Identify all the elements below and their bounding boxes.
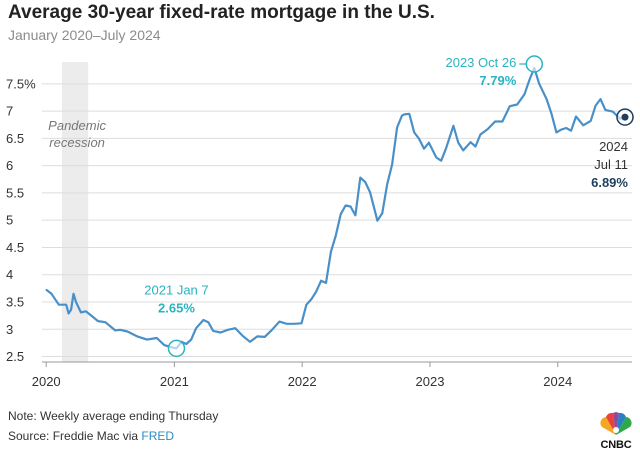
pandemic-recession-band <box>61 62 89 362</box>
peak-date-label: 2023 Oct 26 <box>445 55 516 70</box>
y-tick-label: 5 <box>6 213 13 228</box>
cnbc-logo: CNBC <box>596 409 636 455</box>
x-tick-label: 2022 <box>288 374 317 389</box>
x-axis-tick-labels: 2020 2021 2022 2023 2024 <box>32 362 572 389</box>
y-axis-tick-labels: 2.5 3 3.5 4 4.5 5 5.5 6 6.5 7 7.5% <box>6 76 36 364</box>
chart-title: Average 30-year fixed-rate mortgage in t… <box>8 2 435 23</box>
mortgage-rate-line <box>45 66 627 350</box>
x-tick-label: 2021 <box>160 374 189 389</box>
latest-point-dot <box>621 113 629 121</box>
low-point-marker <box>167 339 186 358</box>
fred-link[interactable]: FRED <box>141 429 175 443</box>
latest-date-label: Jul 11 <box>594 157 628 172</box>
y-tick-label: 7 <box>6 104 13 119</box>
source-prefix: Source: Freddie Mac via <box>8 429 142 443</box>
y-tick-label: 7.5% <box>6 76 36 91</box>
low-value-label: 2.65% <box>158 300 195 315</box>
y-tick-label: 3.5 <box>6 295 24 310</box>
y-tick-label: 6 <box>6 158 13 173</box>
x-tick-label: 2023 <box>416 374 445 389</box>
x-tick-label: 2024 <box>543 374 572 389</box>
chart-source: Source: Freddie Mac via FRED <box>8 429 174 443</box>
latest-year-label: 2024 <box>599 139 628 154</box>
y-tick-label: 3 <box>6 322 13 337</box>
line-chart: 2.533.544.555.566.577.5% 2020 2021 2022 202… <box>6 55 634 389</box>
logo-text: CNBC <box>600 439 632 451</box>
low-date-label: 2021 Jan 7 <box>144 282 208 297</box>
peak-value-label: 7.79% <box>479 73 516 88</box>
peacock-icon <box>600 412 632 435</box>
chart-note: Note: Weekly average ending Thursday <box>8 409 219 423</box>
annotations: 2021 Jan 7 2.65% 2023 Oct 26 7.79% 2024 Jul 1… <box>144 55 634 358</box>
gridlines <box>42 83 632 358</box>
y-tick-label: 5.5 <box>6 185 24 200</box>
latest-value-label: 6.89% <box>591 175 628 190</box>
y-tick-label: 4 <box>6 267 13 282</box>
peak-point-marker <box>525 55 544 73</box>
y-tick-label: 4.5 <box>6 240 24 255</box>
x-tick-label: 2020 <box>32 374 61 389</box>
recession-label: Pandemic <box>48 118 106 133</box>
y-tick-label: 2.5 <box>6 349 24 364</box>
recession-label-line-2: recession <box>49 135 105 150</box>
y-tick-label: 6.5 <box>6 131 24 146</box>
chart-subtitle: January 2020–July 2024 <box>8 27 161 43</box>
